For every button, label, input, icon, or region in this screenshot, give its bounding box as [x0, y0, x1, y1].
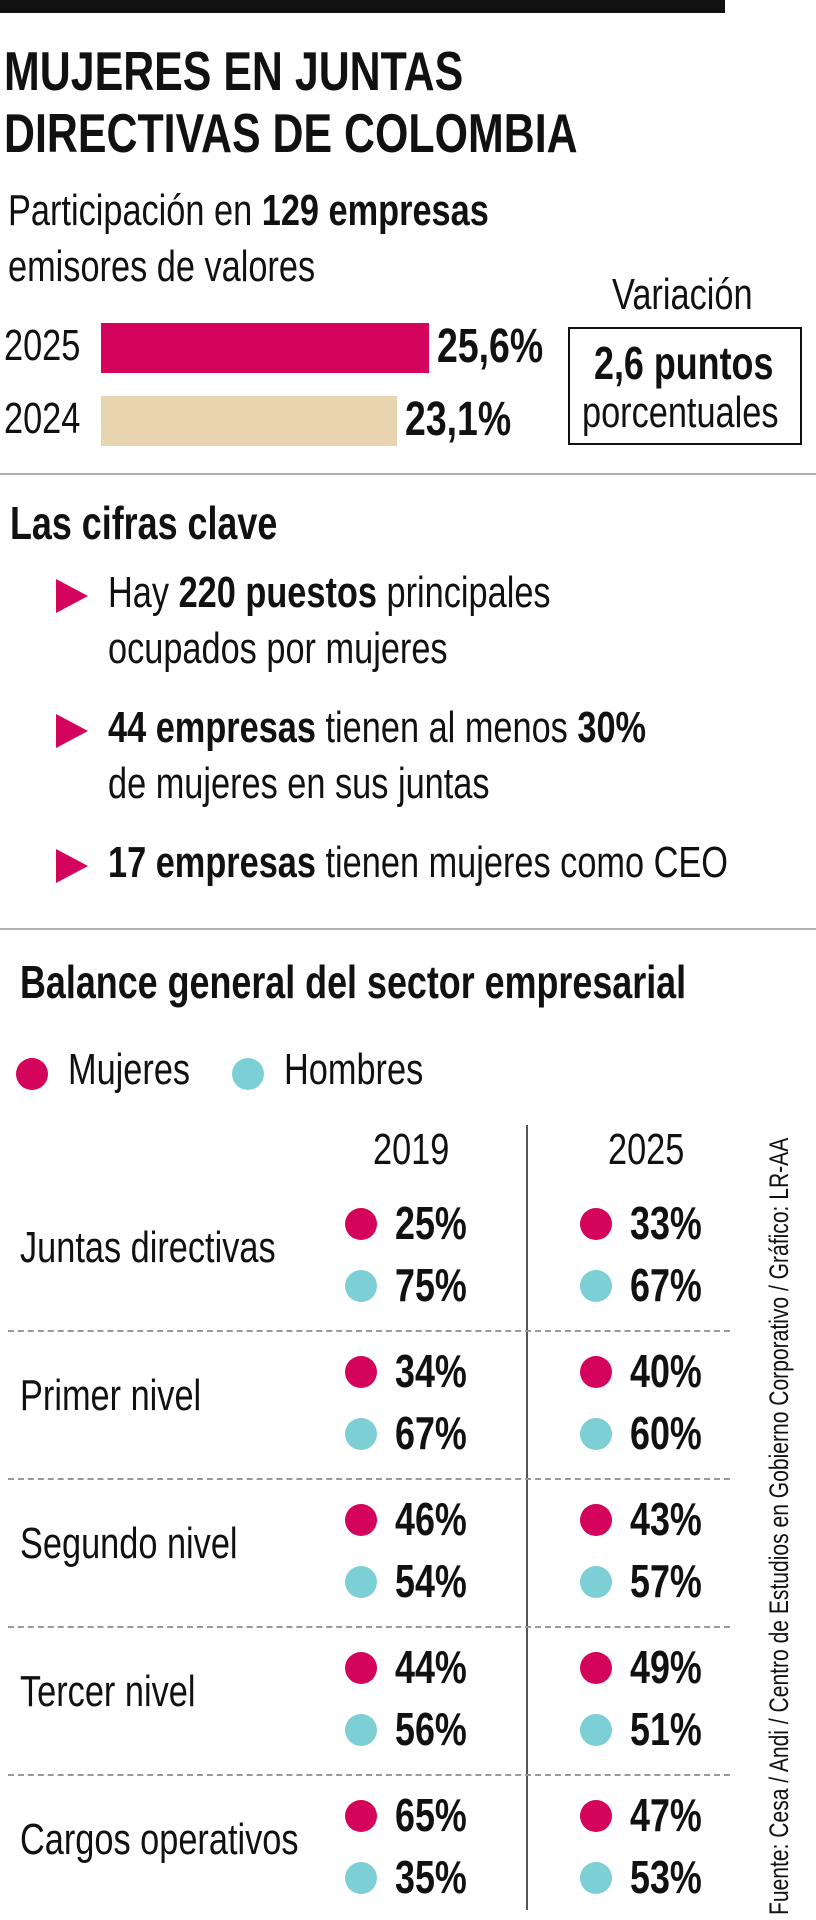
source-credit: Fuente: Cesa / Andi / Centro de Estudios…	[764, 1137, 794, 1915]
divider-1	[0, 473, 816, 475]
women-dot	[580, 1356, 612, 1388]
bar-value-2024: 23,1%	[404, 393, 512, 446]
key-figure-2-line-2: de mujeres en sus juntas	[108, 759, 490, 808]
value-mujeres-2025: 49%	[630, 1641, 702, 1693]
value-hombres-2019: 67%	[395, 1407, 467, 1459]
men-dot	[580, 1566, 612, 1598]
value-mujeres-2019: 44%	[395, 1641, 467, 1693]
women-dot	[345, 1652, 377, 1684]
value-mujeres-2019: 46%	[395, 1493, 467, 1545]
row-separator	[8, 1478, 730, 1480]
row-label: Juntas directivas	[20, 1223, 276, 1272]
bar-2024	[101, 396, 397, 446]
value-hombres-2019: 35%	[395, 1851, 467, 1903]
men-dot	[580, 1714, 612, 1746]
divider-2	[0, 928, 816, 930]
subtitle-line-2: emisores de valores	[8, 241, 402, 293]
variation-box	[568, 327, 802, 445]
value-mujeres-2025: 33%	[630, 1197, 702, 1249]
value-hombres-2019: 54%	[395, 1555, 467, 1607]
women-dot	[580, 1208, 612, 1240]
bar-year-2024: 2024	[4, 394, 81, 443]
row-label: Cargos operativos	[20, 1815, 299, 1864]
subtitle-line-2-text: emisores de valores	[8, 242, 316, 291]
title-line-1: MUJERES EN JUNTAS	[4, 40, 464, 102]
legend-women-dot	[16, 1058, 48, 1090]
value-hombres-2025: 67%	[630, 1259, 702, 1311]
variation-label: Variación	[612, 270, 753, 319]
key-figure-3-line-1: 17 empresas tienen mujeres como CEO	[108, 838, 729, 887]
row-label: Primer nivel	[20, 1371, 202, 1420]
row-label: Segundo nivel	[20, 1519, 238, 1568]
title-line-2: DIRECTIVAS DE COLOMBIA	[4, 102, 578, 164]
men-dot	[345, 1714, 377, 1746]
key-figure-1-line-1: Hay 220 puestos principales	[108, 568, 551, 617]
row-separator	[8, 1330, 730, 1332]
men-dot	[580, 1270, 612, 1302]
row-label: Tercer nivel	[20, 1667, 196, 1716]
men-dot	[345, 1566, 377, 1598]
subtitle-pre: Participación en	[8, 186, 262, 235]
legend-women-label: Mujeres	[68, 1045, 191, 1094]
value-hombres-2025: 53%	[630, 1851, 702, 1903]
women-dot	[580, 1504, 612, 1536]
subtitle: Participación en 129 empresas	[8, 185, 624, 237]
subtitle-bold: 129 empresas	[261, 186, 489, 235]
men-dot	[580, 1862, 612, 1894]
column-header-2019: 2019	[373, 1125, 450, 1174]
value-mujeres-2025: 47%	[630, 1789, 702, 1841]
legend-men-label: Hombres	[284, 1045, 424, 1094]
men-dot	[345, 1418, 377, 1450]
men-dot	[345, 1862, 377, 1894]
women-dot	[345, 1504, 377, 1536]
key-figure-1-line-2: ocupados por mujeres	[108, 624, 448, 673]
value-mujeres-2025: 40%	[630, 1345, 702, 1397]
variation-value: 2,6 puntos	[594, 337, 774, 389]
value-mujeres-2019: 25%	[395, 1197, 467, 1249]
page-title: MUJERES EN JUNTAS DIRECTIVAS DE COLOMBIA	[4, 40, 739, 164]
bullet-triangle-icon	[56, 579, 88, 613]
value-hombres-2025: 60%	[630, 1407, 702, 1459]
value-mujeres-2019: 34%	[395, 1345, 467, 1397]
key-figure-2-line-1: 44 empresas tienen al menos 30%	[108, 703, 647, 752]
value-hombres-2019: 75%	[395, 1259, 467, 1311]
women-dot	[345, 1800, 377, 1832]
column-header-2025: 2025	[608, 1125, 685, 1174]
value-mujeres-2019: 65%	[395, 1789, 467, 1841]
women-dot	[345, 1208, 377, 1240]
men-dot	[580, 1418, 612, 1450]
value-hombres-2025: 57%	[630, 1555, 702, 1607]
key-figures-heading: Las cifras clave	[10, 497, 278, 549]
bullet-triangle-icon	[56, 714, 88, 748]
men-dot	[345, 1270, 377, 1302]
column-divider	[526, 1125, 528, 1910]
bar-value-2025: 25,6%	[437, 320, 544, 373]
variation-unit: porcentuales	[582, 388, 779, 437]
balance-heading: Balance general del sector empresarial	[20, 956, 687, 1008]
bar-2025	[101, 323, 429, 373]
women-dot	[580, 1800, 612, 1832]
value-hombres-2025: 51%	[630, 1703, 702, 1755]
row-separator	[8, 1626, 730, 1628]
value-hombres-2019: 56%	[395, 1703, 467, 1755]
top-rule	[0, 0, 725, 13]
legend-men-dot	[232, 1058, 264, 1090]
women-dot	[580, 1652, 612, 1684]
bullet-triangle-icon	[56, 849, 88, 883]
bar-year-2025: 2025	[4, 321, 81, 370]
row-separator	[8, 1774, 730, 1776]
value-mujeres-2025: 43%	[630, 1493, 702, 1545]
women-dot	[345, 1356, 377, 1388]
